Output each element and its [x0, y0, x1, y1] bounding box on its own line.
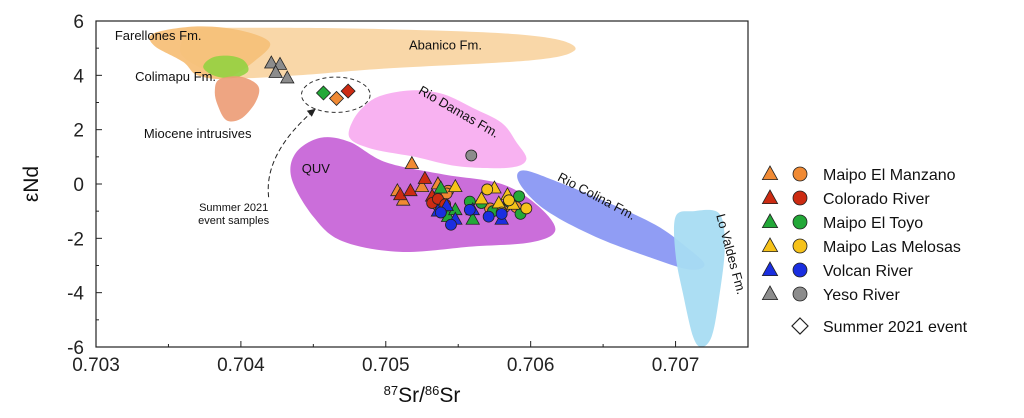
ticks-layer: 0.703 0.704 0.705 0.706 0.707 -6 -4 -2 0 2 4 6 — [67, 12, 749, 376]
y-tick-label: -2 — [67, 229, 84, 250]
legend-label: Colorado River — [823, 191, 930, 208]
region-label-colimapu: Colimapu Fm. — [135, 69, 216, 84]
point-triangle-series-5 — [272, 56, 288, 70]
point-circle-series-4 — [495, 207, 508, 220]
legend-triangle-marker — [761, 165, 779, 181]
point-triangle-series-5 — [279, 70, 295, 84]
region-lovaldes — [673, 209, 725, 347]
point-triangle-series-1 — [392, 187, 408, 201]
x-axis-title-sup-87: 87 — [384, 383, 398, 398]
x-axis-title-part-sr1: Sr/ — [398, 384, 425, 407]
points-layer — [263, 55, 533, 231]
point-triangle-series-2 — [465, 211, 481, 225]
annotation-line-2: event samples — [198, 215, 269, 227]
legend-circle-marker — [792, 166, 808, 182]
point-circle-series-3 — [520, 202, 533, 215]
point-circle-series-4 — [463, 203, 476, 216]
legend-triangle-marker — [761, 261, 779, 277]
point-triangle-series-0 — [414, 178, 430, 193]
region-label-farellones: Farellones Fm. — [115, 28, 202, 43]
x-tick-label: 0.703 — [72, 355, 120, 376]
y-tick-label: 2 — [73, 121, 84, 142]
x-axis-title-sup-86: 86 — [425, 383, 439, 398]
legend-circle-marker — [792, 262, 808, 278]
legend: Maipo El Manzano Colorado River Maipo El T… — [761, 165, 968, 336]
region-miocene — [214, 76, 260, 122]
x-tick-label: 0.707 — [652, 355, 700, 376]
legend-triangle-marker — [761, 213, 779, 229]
legend-label: Maipo El Toyo — [823, 215, 923, 232]
x-axis-title-part-sr2: Sr — [439, 384, 460, 407]
point-circle-series-4 — [482, 210, 495, 223]
annotation-layer: Summer 2021 event samples — [198, 108, 317, 227]
y-tick-label: -4 — [67, 284, 84, 305]
y-tick-label: 4 — [73, 66, 84, 87]
legend-label: Volcan River — [823, 263, 913, 280]
y-tick-label: 6 — [73, 12, 84, 33]
legend-triangle-marker — [761, 285, 779, 301]
point-circle-series-2 — [513, 190, 525, 203]
x-tick-label: 0.705 — [362, 355, 410, 376]
y-tick-label: 0 — [73, 175, 84, 196]
point-circle-series-3 — [481, 183, 494, 196]
region-quv — [290, 137, 556, 253]
point-circle-series-4 — [445, 218, 457, 231]
legend-circle-marker — [792, 238, 808, 254]
point-triangle-series-3 — [447, 178, 463, 193]
legend-label: Yeso River — [823, 287, 900, 304]
region-label-abanico: Abanico Fm. — [409, 38, 482, 53]
point-triangle-series-5 — [268, 64, 283, 78]
region-colimapu — [203, 55, 249, 79]
x-tick-label: 0.704 — [217, 355, 265, 376]
annotation-line-1: Summer 2021 — [199, 202, 268, 214]
y-axis-title: εNd — [20, 166, 43, 202]
legend-circle-marker — [792, 286, 808, 302]
point-triangle-series-3 — [474, 191, 489, 205]
legend-triangle-marker — [761, 237, 779, 253]
point-triangle-series-1 — [403, 182, 418, 197]
legend-label: Maipo Las Melosas — [823, 239, 961, 256]
point-diamond-summer-event — [340, 83, 356, 99]
legend-label: Maipo El Manzano — [823, 167, 956, 184]
region-riodamas — [348, 90, 527, 169]
point-diamond-summer-event — [315, 85, 332, 101]
x-tick-label: 0.706 — [507, 355, 555, 376]
point-circle-series-3 — [503, 194, 515, 207]
region-label-miocene: Miocene intrusives — [144, 126, 252, 141]
legend-label-summer-event: Summer 2021 event — [823, 319, 968, 336]
y-tick-label: -6 — [67, 338, 84, 359]
point-circle-series-4 — [434, 206, 447, 219]
legend-diamond-marker — [791, 317, 809, 335]
point-diamond-summer-event — [328, 90, 345, 106]
point-triangle-series-1 — [417, 170, 433, 184]
annotation-arrow-head — [306, 108, 316, 117]
legend-circle-marker — [792, 214, 808, 230]
region-label-quv: QUV — [302, 161, 331, 176]
x-axis-title: 87Sr/86Sr — [384, 383, 461, 408]
legend-triangle-marker — [761, 189, 779, 205]
point-triangle-series-2 — [433, 180, 449, 194]
legend-circle-marker — [792, 190, 808, 206]
point-circle-series-5 — [465, 149, 478, 162]
point-triangle-series-0 — [404, 155, 420, 169]
annotation-arrow-line — [267, 108, 317, 198]
region-riocolina — [517, 170, 705, 270]
point-triangle-series-5 — [263, 55, 279, 69]
